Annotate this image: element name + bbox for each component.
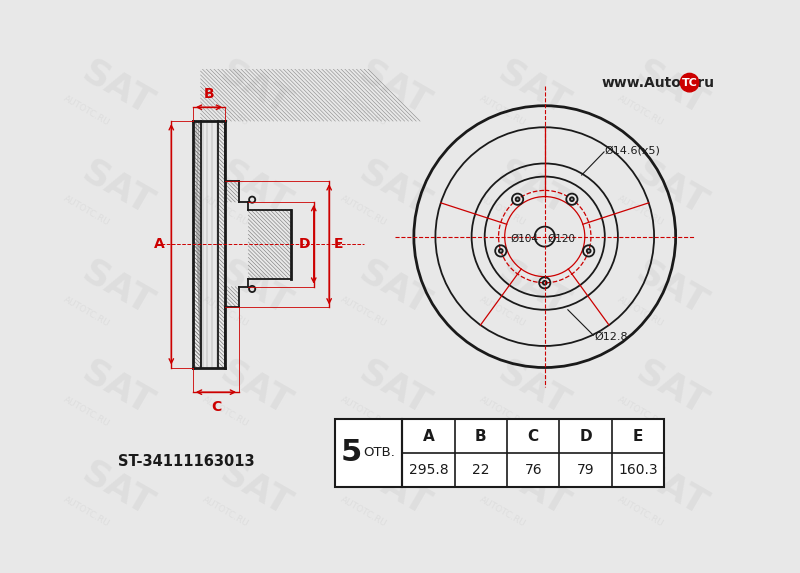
Text: B: B <box>475 429 486 444</box>
Text: SAT: SAT <box>492 455 574 522</box>
Text: 295.8: 295.8 <box>409 463 448 477</box>
Text: AUTOTC.RU: AUTOTC.RU <box>339 395 389 428</box>
Text: .ru: .ru <box>692 76 714 89</box>
Bar <box>334 419 402 487</box>
Text: AUTOTC.RU: AUTOTC.RU <box>62 395 111 428</box>
Text: AUTOTC.RU: AUTOTC.RU <box>339 194 389 228</box>
Text: SAT: SAT <box>492 254 574 322</box>
Circle shape <box>543 281 546 285</box>
Text: 160.3: 160.3 <box>618 463 658 477</box>
Text: SAT: SAT <box>492 54 574 121</box>
Text: AUTOTC.RU: AUTOTC.RU <box>201 295 250 328</box>
Text: 76: 76 <box>524 463 542 477</box>
Text: AUTOTC.RU: AUTOTC.RU <box>616 194 666 228</box>
Text: B: B <box>204 87 214 101</box>
Text: TC: TC <box>682 77 698 88</box>
Text: SAT: SAT <box>630 455 714 522</box>
Text: AUTOTC.RU: AUTOTC.RU <box>201 494 250 528</box>
Text: SAT: SAT <box>76 154 159 222</box>
Text: SAT: SAT <box>76 54 159 121</box>
Text: SAT: SAT <box>492 355 574 422</box>
Text: SAT: SAT <box>353 254 436 322</box>
Text: Ø104: Ø104 <box>510 234 538 244</box>
Text: SAT: SAT <box>630 54 714 121</box>
Text: SAT: SAT <box>214 254 298 322</box>
Text: C: C <box>528 429 538 444</box>
Text: A: A <box>422 429 434 444</box>
Text: AUTOTC.RU: AUTOTC.RU <box>62 95 111 128</box>
Text: SAT: SAT <box>214 355 298 422</box>
Text: AUTOTC.RU: AUTOTC.RU <box>478 194 527 228</box>
Text: ОТВ.: ОТВ. <box>363 446 395 460</box>
Text: AUTOTC.RU: AUTOTC.RU <box>339 494 389 528</box>
Text: 79: 79 <box>577 463 594 477</box>
Circle shape <box>570 197 574 201</box>
Text: 5: 5 <box>341 438 362 468</box>
Text: AUTOTC.RU: AUTOTC.RU <box>339 295 389 328</box>
Text: AUTOTC.RU: AUTOTC.RU <box>478 295 527 328</box>
Text: SAT: SAT <box>630 254 714 322</box>
Text: C: C <box>211 400 221 414</box>
Text: AUTOTC.RU: AUTOTC.RU <box>62 295 111 328</box>
Text: AUTOTC.RU: AUTOTC.RU <box>62 494 111 528</box>
Circle shape <box>516 197 519 201</box>
Text: A: A <box>154 237 165 252</box>
Circle shape <box>499 249 502 253</box>
Text: SAT: SAT <box>353 54 436 121</box>
Text: D: D <box>579 429 592 444</box>
Text: 22: 22 <box>472 463 490 477</box>
Bar <box>334 419 402 487</box>
Text: AUTOTC.RU: AUTOTC.RU <box>616 494 666 528</box>
Text: AUTOTC.RU: AUTOTC.RU <box>62 194 111 228</box>
Text: AUTOTC.RU: AUTOTC.RU <box>616 395 666 428</box>
Text: AUTOTC.RU: AUTOTC.RU <box>201 395 250 428</box>
Text: ST-34111163013: ST-34111163013 <box>118 454 255 469</box>
Text: www.Auto: www.Auto <box>602 76 682 89</box>
Circle shape <box>680 73 698 92</box>
Text: D: D <box>298 237 310 252</box>
Text: AUTOTC.RU: AUTOTC.RU <box>478 95 527 128</box>
Circle shape <box>586 249 590 253</box>
Text: SAT: SAT <box>353 355 436 422</box>
Text: AUTOTC.RU: AUTOTC.RU <box>616 95 666 128</box>
Text: SAT: SAT <box>76 355 159 422</box>
Text: AUTOTC.RU: AUTOTC.RU <box>339 95 389 128</box>
Bar <box>402 419 664 487</box>
Text: SAT: SAT <box>492 154 574 222</box>
Text: SAT: SAT <box>214 455 298 522</box>
Text: SAT: SAT <box>214 54 298 121</box>
Text: SAT: SAT <box>214 154 298 222</box>
Text: Ø14.6(x5): Ø14.6(x5) <box>605 146 661 155</box>
Text: AUTOTC.RU: AUTOTC.RU <box>478 494 527 528</box>
Text: E: E <box>633 429 643 444</box>
Text: Ø120: Ø120 <box>548 234 576 244</box>
Text: SAT: SAT <box>76 455 159 522</box>
Text: SAT: SAT <box>630 355 714 422</box>
Text: AUTOTC.RU: AUTOTC.RU <box>201 194 250 228</box>
Text: E: E <box>334 237 343 252</box>
Bar <box>402 419 664 487</box>
Text: AUTOTC.RU: AUTOTC.RU <box>478 395 527 428</box>
Text: SAT: SAT <box>353 455 436 522</box>
Text: SAT: SAT <box>630 154 714 222</box>
Text: AUTOTC.RU: AUTOTC.RU <box>201 95 250 128</box>
Text: SAT: SAT <box>76 254 159 322</box>
Text: AUTOTC.RU: AUTOTC.RU <box>616 295 666 328</box>
Text: SAT: SAT <box>353 154 436 222</box>
Text: Ø12.8: Ø12.8 <box>594 332 629 342</box>
